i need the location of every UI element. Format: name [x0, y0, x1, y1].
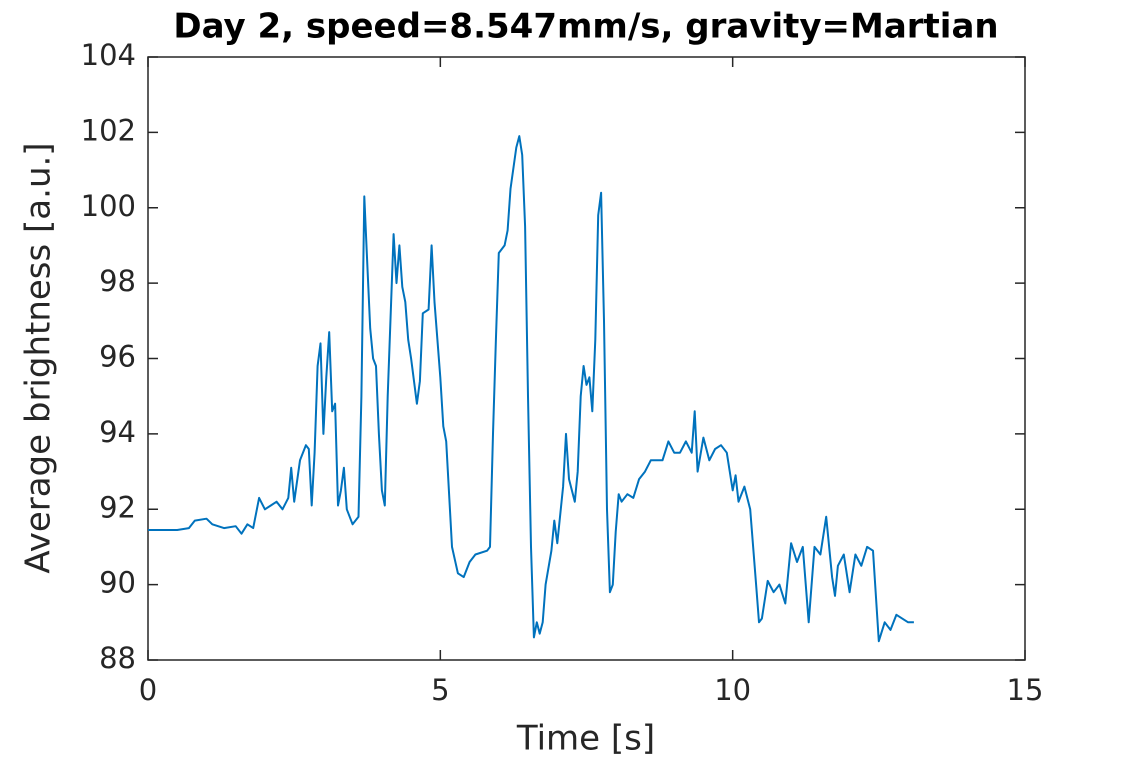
x-tick-label: 0 — [139, 673, 157, 707]
y-tick-label: 100 — [81, 189, 136, 223]
y-tick-label: 88 — [99, 641, 136, 675]
y-tick-label: 104 — [81, 38, 136, 72]
y-axis-label: Average brightness [a.u.] — [19, 142, 59, 573]
y-tick-label: 94 — [99, 415, 136, 449]
y-tick-label: 90 — [99, 566, 136, 600]
data-line — [148, 135, 914, 643]
plot-frame — [147, 56, 1026, 661]
y-tick-label: 98 — [99, 264, 136, 298]
x-axis-label: Time [s] — [516, 719, 655, 759]
x-tick-label: 15 — [1007, 673, 1044, 707]
chart-title: Day 2, speed=8.547mm/s, gravity=Martian — [173, 7, 998, 47]
y-tick-label: 96 — [99, 340, 136, 374]
y-tick-label: 92 — [99, 490, 136, 524]
y-tick-label: 102 — [81, 113, 136, 147]
x-tick-label: 10 — [714, 673, 751, 707]
x-tick-label: 5 — [431, 673, 449, 707]
